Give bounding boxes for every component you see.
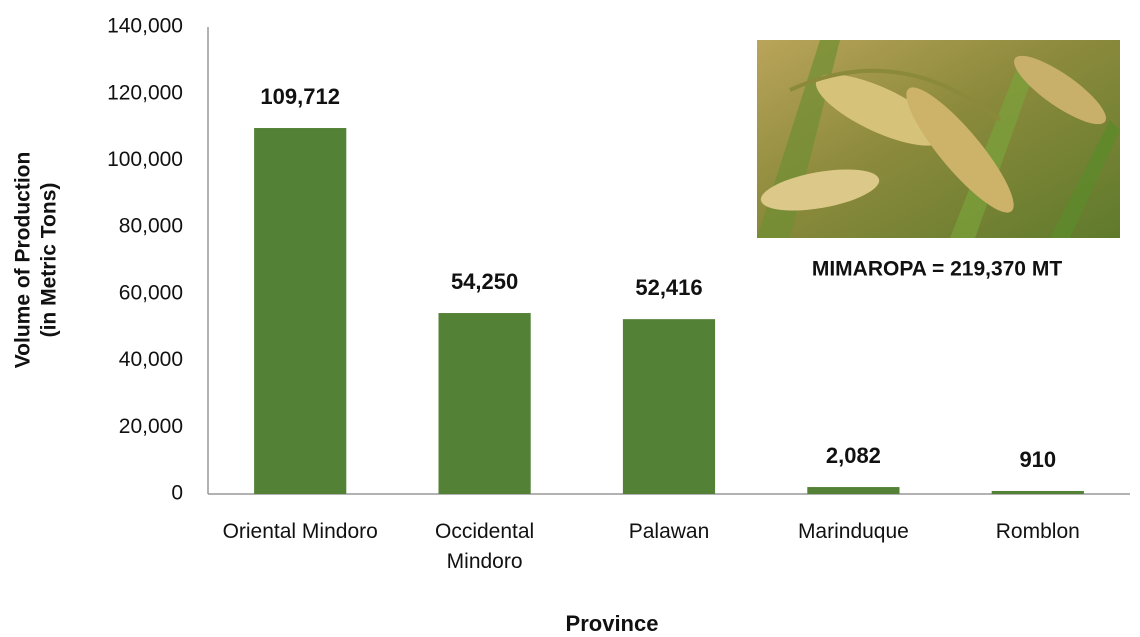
y-axis-label-line: Volume of Production <box>12 152 35 369</box>
rice-photo <box>757 40 1120 238</box>
bar <box>438 313 531 494</box>
x-tick-label: Occidental Mindoro <box>434 520 535 573</box>
y-tick-label: 120,000 <box>107 81 183 104</box>
data-label: 2,082 <box>826 443 881 468</box>
bar <box>807 487 900 494</box>
x-tick-label: Palawan <box>628 520 710 543</box>
data-label: 52,416 <box>635 275 702 300</box>
bar <box>254 128 347 495</box>
x-tick-label: Marinduque <box>797 520 909 543</box>
data-label: 54,250 <box>451 269 518 294</box>
bar <box>991 490 1084 494</box>
y-tick-label: 80,000 <box>119 215 183 238</box>
y-tick-label: 20,000 <box>119 415 183 438</box>
y-tick-label: 60,000 <box>119 281 183 304</box>
y-tick-label: 0 <box>171 482 183 505</box>
y-tick-label: 40,000 <box>119 348 183 371</box>
data-label: 109,712 <box>260 84 340 109</box>
x-tick-label: Oriental Mindoro <box>222 520 378 543</box>
y-tick-label: 100,000 <box>107 148 183 171</box>
y-axis-label: Volume of Production (in Metric Tons) <box>12 152 61 369</box>
annotation: MIMAROPA = 219,370 MT <box>812 258 1062 281</box>
x-axis-label: Province <box>566 611 659 636</box>
x-tick-label: Romblon <box>995 520 1080 543</box>
y-axis-label-line: (in Metric Tons) <box>38 183 61 338</box>
bar <box>622 319 716 494</box>
data-label: 910 <box>1019 447 1056 472</box>
y-tick-label: 140,000 <box>107 15 183 38</box>
